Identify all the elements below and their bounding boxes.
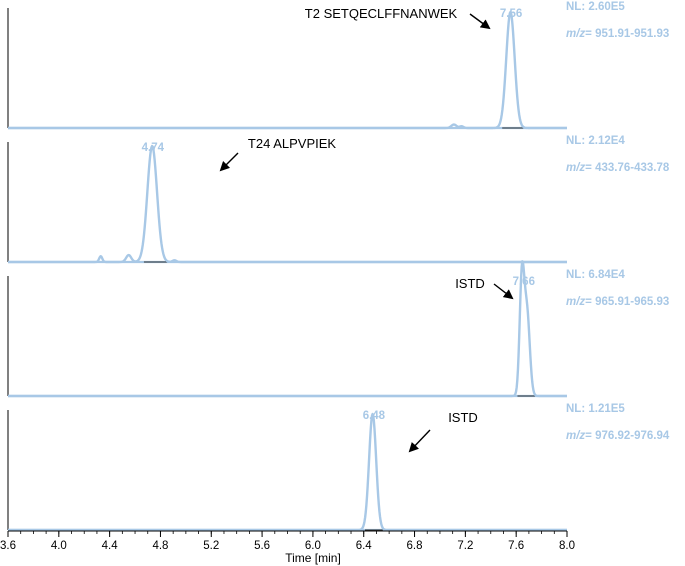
x-tick-label: 4.4 [102,540,119,552]
chromatogram-trace [7,10,568,130]
mz-range-label: m/z= 976.92-976.94 [566,430,670,442]
peak-apex-label: 7.66 [513,276,535,288]
annotation-arrow [408,429,431,453]
x-tick-label: 3.6 [0,540,16,552]
x-tick-label: 5.2 [203,540,219,552]
peak-apex-label: 6.48 [363,410,386,422]
x-tick-label: 4.0 [51,540,67,552]
annotation-arrow [469,13,491,30]
peak-annotation: ISTD [455,276,485,291]
normalization-level-label: NL: 2.12E4 [566,135,625,147]
mz-range-value: = 951.91-951.93 [585,28,669,40]
mz-range-value: = 433.76-433.78 [585,162,670,174]
x-tick-label: 6.8 [407,540,423,552]
annotation-arrow [219,152,239,172]
x-tick-label: 6.0 [305,540,321,552]
peak-annotation: T24 ALPVPIEK [248,136,336,151]
x-ticks: 3.6 4.0 4.4 4.8 5.2 5.6 6.0 6.4 6.8 7.2 7.6 8.0 [0,531,575,552]
mz-prefix: m/z [566,28,585,40]
mz-range-label: m/z= 951.91-951.93 [566,28,669,40]
mz-prefix: m/z [566,296,585,308]
normalization-level-label: NL: 1.21E5 [566,403,625,415]
x-tick-label: 7.6 [508,540,524,552]
peak-apex-label: 4.74 [142,142,165,154]
chromatogram-trace [7,144,568,264]
mz-range-value: = 976.92-976.94 [585,430,670,442]
x-tick-label: 4.8 [152,540,168,552]
mz-prefix: m/z [566,430,585,442]
chromatogram-trace [7,412,568,532]
x-tick-label: 7.2 [457,540,473,552]
normalization-level-label: NL: 6.84E4 [566,269,625,281]
chromatogram-trace [7,260,568,398]
x-tick-label: 6.4 [356,540,373,552]
normalization-level-label: NL: 2.60E5 [566,1,625,13]
x-axis-label: Time [min] [285,551,341,565]
peak-annotation: T2 SETQECLFFNANWEK [305,6,458,21]
chromatogram-panel-1: 7.56 T2 SETQECLFFNANWEK NL: 2.60E5 m/z= 951… [7,1,669,130]
chromatogram-panel-2: 4.74 T24 ALPVPIEK NL: 2.12E4 m/z= 433.76-43… [7,135,670,264]
x-axis: 3.6 4.0 4.4 4.8 5.2 5.6 6.0 6.4 6.8 7.2 7.6 8.0 Tim… [0,530,575,565]
chromatogram-panel-3: 7.66 ISTD NL: 6.84E4 m/z= 965.91-965.93 [7,260,669,398]
mz-range-label: m/z= 433.76-433.78 [566,162,670,174]
annotation-arrow [493,283,514,300]
x-tick-label: 8.0 [559,540,575,552]
mz-range-value: = 965.91-965.93 [585,296,669,308]
chromatogram-panel-4: 6.48 ISTD NL: 1.21E5 m/z= 976.92-976.94 [7,403,670,532]
x-tick-label: 5.6 [254,540,270,552]
peak-annotation: ISTD [448,410,478,425]
peak-apex-label: 7.56 [500,8,522,20]
mz-range-label: m/z= 965.91-965.93 [566,296,669,308]
mz-prefix: m/z [566,162,585,174]
